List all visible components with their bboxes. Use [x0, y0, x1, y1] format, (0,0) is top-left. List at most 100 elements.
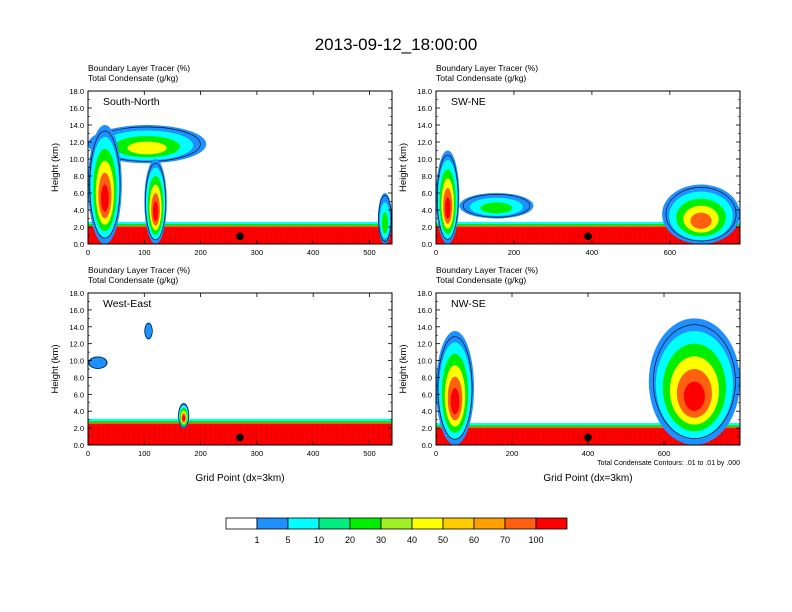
x-tick-label: 400	[307, 248, 320, 257]
panel-title-condensate: Total Condensate (g/kg)	[88, 73, 178, 83]
colorbar-swatch	[504, 517, 537, 530]
colorbar-swatch	[256, 517, 289, 530]
colorbar-label: 20	[345, 535, 355, 545]
colorbar-swatch	[318, 517, 351, 530]
x-tick-label: 500	[363, 248, 376, 257]
y-tick-label: 0.0	[74, 240, 84, 249]
panel-sw-ne: 0.0 2.0 4.0 6.0 8.0 10.0 12.0 14.0 16.0 18.0 0 200 4…	[398, 63, 741, 257]
y-tick-label: 14.0	[417, 121, 432, 130]
y-tick-label: 6.0	[422, 390, 432, 399]
x-tick-label: 0	[86, 248, 90, 257]
cloud-feature	[88, 125, 122, 244]
panel-south-north: 0.0 2.0 4.0 6.0 8.0 10.0 12.0 14.0 16.0 18.0 0 100 2…	[50, 63, 393, 257]
y-tick-label: 8.0	[422, 373, 432, 382]
plot-area	[436, 318, 740, 445]
location-marker	[584, 433, 592, 442]
y-tick-label: 2.0	[74, 223, 84, 232]
y-tick-label: 18.0	[69, 87, 84, 96]
y-tick-label: 12.0	[69, 340, 84, 349]
x-tick-label: 0	[434, 248, 438, 257]
cloud-feature	[377, 193, 392, 244]
panel-title-condensate: Total Condensate (g/kg)	[436, 275, 526, 285]
panel-title-condensate: Total Condensate (g/kg)	[436, 73, 526, 83]
cloud-feature	[436, 331, 474, 445]
colorbar-swatch	[473, 517, 506, 530]
colorbar-label: 60	[469, 535, 479, 545]
x-tick-label: 300	[251, 248, 264, 257]
cloud-feature	[662, 184, 740, 244]
x-tick-label: 100	[138, 449, 151, 458]
y-tick-label: 4.0	[74, 206, 84, 215]
panel-title-condensate: Total Condensate (g/kg)	[88, 275, 178, 285]
panel-label: South-North	[103, 96, 160, 108]
location-marker	[236, 433, 244, 442]
colorbar-label: 10	[314, 535, 324, 545]
x-tick-label: 600	[664, 248, 677, 257]
location-marker	[236, 232, 244, 241]
colorbar-label: 5	[285, 535, 290, 545]
y-axis-label: Height (km)	[398, 143, 409, 192]
y-axis-label: Height (km)	[50, 344, 61, 393]
cloud-feature	[144, 159, 167, 244]
plot-area	[88, 125, 392, 244]
colorbar-swatch	[287, 517, 320, 530]
cloud-feature	[648, 318, 740, 445]
colorbar-swatch	[442, 517, 475, 530]
y-tick-label: 16.0	[69, 104, 84, 113]
colorbar: 1 5 10 20 30 40 50 60 70 100	[225, 517, 568, 545]
y-tick-label: 0.0	[74, 441, 84, 450]
y-tick-label: 18.0	[417, 289, 432, 298]
x-tick-label: 300	[251, 449, 264, 458]
y-axis-label: Height (km)	[398, 344, 409, 393]
panel-label: SW-NE	[451, 96, 486, 108]
colorbar-label: 50	[438, 535, 448, 545]
y-tick-label: 10.0	[417, 357, 432, 366]
panel-title-tracer: Boundary Layer Tracer (%)	[436, 265, 538, 275]
panel-title-tracer: Boundary Layer Tracer (%)	[436, 63, 538, 73]
y-tick-label: 2.0	[422, 424, 432, 433]
y-tick-label: 8.0	[422, 172, 432, 181]
y-tick-label: 2.0	[422, 223, 432, 232]
colorbar-label: 1	[254, 535, 259, 545]
y-axis-label: Height (km)	[50, 143, 61, 192]
cloud-feature	[436, 150, 460, 244]
figure-title: 2013-09-12_18:00:00	[315, 35, 478, 54]
x-tick-label: 0	[86, 449, 90, 458]
y-tick-label: 2.0	[74, 424, 84, 433]
colorbar-swatch	[225, 517, 258, 530]
y-tick-label: 10.0	[69, 357, 84, 366]
panels: 0.0 2.0 4.0 6.0 8.0 10.0 12.0 14.0 16.0 18.0 0 100 2…	[50, 63, 741, 484]
x-tick-label: 600	[658, 449, 671, 458]
y-tick-label: 14.0	[69, 121, 84, 130]
colorbar-swatch	[535, 517, 568, 530]
x-tick-label: 400	[307, 449, 320, 458]
y-tick-label: 18.0	[417, 87, 432, 96]
panel-nw-se: 0.0 2.0 4.0 6.0 8.0 10.0 12.0 14.0 16.0 18.0 0 200 4…	[398, 265, 741, 484]
colorbar-swatch	[380, 517, 413, 530]
location-marker	[584, 232, 592, 241]
y-tick-label: 6.0	[74, 390, 84, 399]
y-tick-label: 6.0	[422, 189, 432, 198]
y-tick-label: 16.0	[69, 306, 84, 315]
x-tick-label: 500	[363, 449, 376, 458]
y-tick-label: 4.0	[422, 407, 432, 416]
cloud-feature	[144, 322, 153, 340]
panel-label: NW-SE	[451, 298, 486, 310]
contour-note: Total Condensate Contours: .01 to .01 by…	[597, 460, 740, 467]
y-tick-label: 6.0	[74, 189, 84, 198]
y-tick-label: 10.0	[417, 155, 432, 164]
y-tick-label: 16.0	[417, 306, 432, 315]
y-tick-label: 14.0	[69, 323, 84, 332]
x-tick-label: 400	[582, 449, 595, 458]
y-tick-label: 12.0	[417, 138, 432, 147]
colorbar-swatch	[411, 517, 444, 530]
panel-label: West-East	[103, 298, 151, 310]
x-tick-label: 100	[138, 248, 151, 257]
colorbar-label: 70	[500, 535, 510, 545]
cloud-feature	[178, 402, 190, 429]
y-tick-label: 18.0	[69, 289, 84, 298]
y-tick-label: 8.0	[74, 172, 84, 181]
colorbar-label: 40	[407, 535, 417, 545]
panel-west-east: 0.0 2.0 4.0 6.0 8.0 10.0 12.0 14.0 16.0 18.0 0 100 2…	[50, 265, 393, 484]
x-tick-label: 200	[506, 449, 519, 458]
